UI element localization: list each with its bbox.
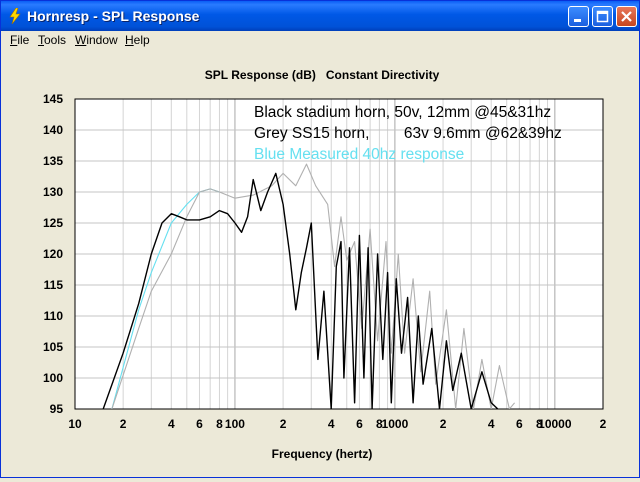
y-tick-label: 145: [43, 92, 63, 106]
y-tick-label: 135: [43, 154, 63, 168]
menu-file-label: ile: [17, 33, 30, 47]
x-tick-label: 10: [68, 417, 82, 431]
y-tick-label: 120: [43, 247, 63, 261]
x-axis-label: Frequency (hertz): [272, 447, 373, 461]
x-tick-label: 8: [376, 417, 383, 431]
y-tick-label: 100: [43, 371, 63, 385]
x-tick-label: 1000: [382, 417, 409, 431]
menu-file[interactable]: File: [10, 33, 29, 47]
menu-window-label: indow: [86, 33, 118, 47]
annotation-3: Blue Measured 40hz response: [254, 146, 464, 163]
plot-border: [74, 98, 604, 410]
title-bar[interactable]: Hornresp - SPL Response: [1, 1, 639, 31]
x-tick-label: 4: [488, 417, 495, 431]
menu-tools[interactable]: Tools: [38, 33, 66, 47]
x-tick-label: 6: [196, 417, 203, 431]
menu-bar: File Tools Window Help: [1, 31, 639, 49]
close-button[interactable]: [616, 6, 637, 27]
chart-area: 95 100 105 110 115 120 125 130 135 140 145 10 2 4 6 8 10…: [2, 51, 638, 477]
x-tick-label: 4: [328, 417, 335, 431]
x-tick-label: 2: [120, 417, 127, 431]
maximize-button[interactable]: [592, 6, 613, 27]
y-tick-label: 110: [44, 309, 64, 323]
annotation-2: Grey SS15 horn, 63v 9.6mm @62&39hz: [254, 125, 562, 142]
menu-tools-accel: T: [38, 33, 44, 47]
x-tick-label: 6: [516, 417, 523, 431]
menu-window-accel: W: [75, 33, 87, 47]
minimize-button[interactable]: [568, 6, 589, 27]
y-tick-label: 130: [43, 185, 63, 199]
menu-window[interactable]: Window: [75, 33, 118, 47]
x-tick-label: 8: [216, 417, 223, 431]
minimize-icon: [574, 19, 581, 22]
series-line-2: [102, 172, 499, 409]
x-tick-label: 2: [600, 417, 607, 431]
lightning-app-icon: [9, 8, 21, 24]
x-tick-label: 2: [440, 417, 447, 431]
x-tick-label: 4: [168, 417, 175, 431]
window-title: Hornresp - SPL Response: [27, 8, 200, 24]
close-icon: [621, 11, 632, 22]
x-tick-label: 6: [356, 417, 363, 431]
x-tick-label: 2: [280, 417, 287, 431]
maximize-icon: [596, 10, 609, 23]
menu-tools-label: ools: [44, 33, 67, 47]
y-tick-label: 140: [43, 123, 63, 137]
menu-help-label: elp: [133, 33, 150, 47]
menu-file-accel: F: [10, 33, 18, 47]
x-tick-label: 10000: [538, 417, 572, 431]
menu-help[interactable]: Help: [125, 33, 150, 47]
x-tick-label: 100: [225, 417, 245, 431]
y-tick-label: 125: [43, 216, 63, 230]
y-tick-label: 95: [50, 402, 64, 416]
chart-title: SPL Response (dB) Constant Directivity: [205, 68, 440, 82]
y-tick-label: 105: [43, 340, 63, 354]
x-tick-label: 8: [536, 417, 543, 431]
menu-help-accel: H: [125, 33, 134, 47]
annotation-1: Black stadium horn, 50v, 12mm @45&31hz: [254, 104, 551, 121]
y-tick-label: 115: [44, 278, 64, 292]
